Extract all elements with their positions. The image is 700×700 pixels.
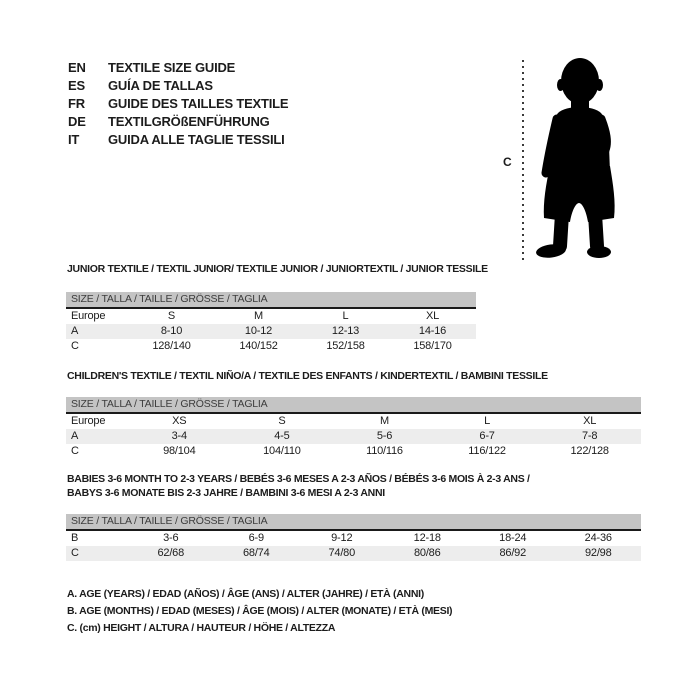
size-cell: XL	[425, 310, 440, 322]
row-label: A	[71, 430, 79, 442]
age-cell: 8-10	[160, 325, 183, 337]
size-header-bar: SIZE / TALLA / TAILLE / GRÖSSE / TAGLIA	[66, 514, 641, 531]
size-cell: S	[167, 310, 176, 322]
language-row: ES GUÍA DE TALLAS	[68, 77, 288, 95]
height-cell: 92/98	[584, 547, 612, 559]
table-row: Europe XS S M L XL	[66, 414, 641, 429]
height-cell: 152/158	[326, 340, 365, 352]
legend-notes: A. AGE (YEARS) / EDAD (AÑOS) / ÂGE (ANS)…	[67, 586, 453, 637]
children-table-title: CHILDREN'S TEXTILE / TEXTIL NIÑO/A / TEX…	[67, 370, 548, 382]
age-cell: 12-18	[413, 532, 441, 544]
height-cell: 62/68	[157, 547, 185, 559]
age-cell: 4-5	[274, 430, 290, 442]
language-code: FR	[68, 96, 85, 111]
row-label: C	[71, 340, 79, 352]
language-row: DE TEXTILGRÖßENFÜHRUNG	[68, 113, 288, 131]
height-cell: 104/110	[263, 445, 301, 457]
height-cell: 98/104	[163, 445, 196, 457]
age-cell: 3-4	[171, 430, 188, 442]
baby-silhouette-icon	[536, 58, 615, 258]
size-cell: S	[278, 415, 286, 427]
age-cell: 7-8	[582, 430, 598, 442]
size-cell: XS	[172, 415, 187, 427]
size-header-bar: SIZE / TALLA / TAILLE / GRÖSSE / TAGLIA	[66, 397, 641, 414]
row-label: B	[71, 532, 79, 544]
age-cell: 9-12	[331, 532, 353, 544]
note-age-years: A. AGE (YEARS) / EDAD (AÑOS) / ÂGE (ANS)…	[67, 588, 424, 600]
language-guide: EN TEXTILE SIZE GUIDE ES GUÍA DE TALLAS …	[68, 59, 289, 149]
language-label: TEXTILE SIZE GUIDE	[108, 60, 236, 75]
table-row: C 98/104 104/110 110/116 116/122 122/128	[66, 444, 641, 459]
junior-size-table: SIZE / TALLA / TAILLE / GRÖSSE / TAGLIA …	[66, 292, 476, 354]
language-code: EN	[68, 60, 86, 75]
size-cell: M	[380, 415, 389, 427]
row-label: C	[71, 547, 79, 559]
size-cell: XL	[583, 415, 597, 427]
babies-size-table: SIZE / TALLA / TAILLE / GRÖSSE / TAGLIA …	[66, 514, 641, 561]
size-cell: L	[342, 310, 349, 322]
size-cell: L	[484, 415, 491, 427]
height-cell: 86/92	[499, 547, 527, 559]
row-label: Europe	[71, 415, 106, 427]
language-code: IT	[68, 132, 80, 147]
junior-table-title: JUNIOR TEXTILE / TEXTIL JUNIOR/ TEXTILE …	[67, 263, 488, 275]
age-cell: 12-13	[331, 325, 360, 337]
age-cell: 18-24	[499, 532, 527, 544]
age-cell: 14-16	[418, 325, 447, 337]
height-cell: 128/140	[152, 340, 191, 352]
language-row: FR GUIDE DES TAILLES TEXTILE	[68, 95, 289, 113]
age-cell: 3-6	[163, 532, 179, 544]
height-cell: 158/170	[413, 340, 452, 352]
table-row: Europe S M L XL	[66, 309, 476, 324]
note-age-months: B. AGE (MONTHS) / EDAD (MESES) / ÂGE (MO…	[67, 605, 453, 617]
language-code: DE	[68, 114, 86, 129]
language-row: IT GUIDA ALLE TAGLIE TESSILI	[68, 131, 288, 149]
table-row: A 8-10 10-12 12-13 14-16	[66, 324, 476, 339]
height-cell: 110/116	[366, 445, 403, 457]
age-cell: 5-6	[376, 430, 393, 442]
babies-table-title: BABIES 3-6 MONTH TO 2-3 YEARS / BEBÉS 3-…	[67, 473, 530, 499]
language-label: TEXTILGRÖßENFÜHRUNG	[108, 114, 270, 129]
size-header-bar: SIZE / TALLA / TAILLE / GRÖSSE / TAGLIA	[66, 292, 476, 309]
height-cell: 122/128	[570, 445, 609, 457]
height-cell: 68/74	[242, 547, 270, 559]
children-size-table: SIZE / TALLA / TAILLE / GRÖSSE / TAGLIA …	[66, 397, 641, 459]
height-cell: 74/80	[328, 547, 356, 559]
table-row: B 3-6 6-9 9-12 12-18 18-24 24-36	[66, 531, 641, 546]
age-cell: 6-7	[479, 430, 495, 442]
height-dotted-line	[522, 60, 524, 260]
height-cell: 140/152	[239, 340, 278, 352]
language-row: EN TEXTILE SIZE GUIDE	[68, 59, 288, 77]
age-cell: 24-36	[584, 532, 612, 544]
row-label: A	[71, 325, 79, 337]
row-label: Europe	[71, 310, 106, 322]
language-label: GUÍA DE TALLAS	[108, 78, 213, 93]
table-row: C 128/140 140/152 152/158 158/170	[66, 339, 476, 354]
age-cell: 10-12	[244, 325, 273, 337]
height-cell: 116/122	[468, 445, 506, 457]
size-cell: M	[254, 310, 263, 322]
table-row: A 3-4 4-5 5-6 6-7 7-8	[66, 429, 641, 444]
height-cell: 80/86	[413, 547, 441, 559]
table-row: C 62/68 68/74 74/80 80/86 86/92 92/98	[66, 546, 641, 561]
height-measure-label: C	[503, 155, 512, 169]
language-label: GUIDE DES TAILLES TEXTILE	[108, 96, 289, 111]
language-label: GUIDA ALLE TAGLIE TESSILI	[108, 132, 285, 147]
age-cell: 6-9	[248, 532, 265, 544]
row-label: C	[71, 445, 79, 457]
language-code: ES	[68, 78, 85, 93]
note-height-cm: C. (cm) HEIGHT / ALTURA / HAUTEUR / HÖHE…	[67, 622, 336, 634]
